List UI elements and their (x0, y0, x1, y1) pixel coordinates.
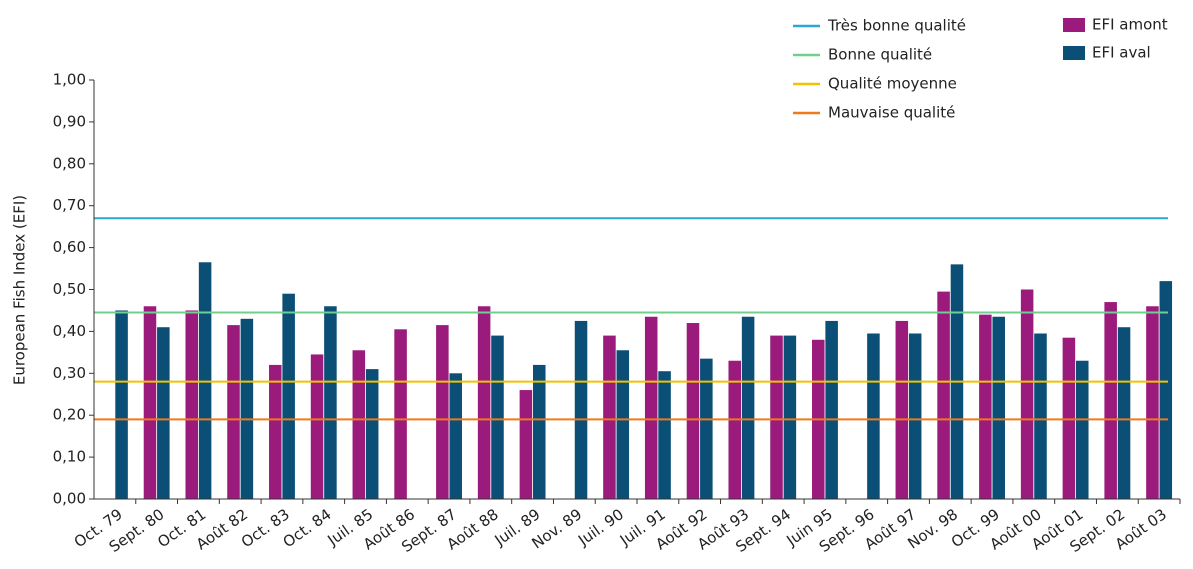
bar (477, 306, 491, 499)
bar (143, 306, 157, 499)
y-tick-label: 0,20 (53, 406, 86, 424)
y-tick-label: 0,10 (53, 448, 86, 466)
legend-label: Très bonne qualité (827, 17, 966, 35)
bar (770, 335, 783, 499)
bar (1075, 360, 1089, 499)
y-axis-label: European Fish Index (EFI) (11, 195, 29, 385)
bar (157, 327, 170, 499)
bar (185, 310, 199, 499)
legend-swatch (1063, 46, 1085, 60)
legend-label: EFI aval (1092, 44, 1151, 62)
bar (700, 358, 713, 499)
bar (115, 310, 128, 499)
legend-label: Mauvaise qualité (828, 104, 955, 122)
bar (686, 323, 700, 499)
legend-label: Bonne qualité (828, 46, 932, 64)
bar (908, 333, 922, 499)
y-tick-label: 0,50 (53, 280, 86, 298)
bar (1117, 327, 1131, 499)
bar (310, 354, 324, 499)
bar (240, 318, 254, 499)
y-tick-label: 0,80 (53, 154, 86, 172)
bar (1034, 333, 1047, 499)
bar (1159, 281, 1173, 499)
bar (324, 306, 337, 499)
bar (1146, 306, 1159, 499)
bar (269, 364, 282, 499)
bar (227, 325, 240, 499)
y-tick-label: 0,00 (53, 490, 86, 508)
bar (282, 293, 295, 499)
bar (449, 373, 462, 499)
bar (532, 364, 546, 499)
bar (491, 335, 504, 499)
bar (1062, 337, 1076, 499)
bar (574, 320, 588, 499)
bar (867, 333, 880, 499)
bar (352, 350, 366, 499)
bar (658, 371, 671, 499)
legend-label: Qualité moyenne (828, 75, 957, 93)
bar (783, 335, 797, 499)
legend-label: EFI amont (1092, 16, 1168, 34)
bar (1104, 302, 1117, 499)
x-tick-label: Juil. 90 (574, 505, 627, 550)
bar (728, 360, 742, 499)
legend-swatch (1063, 18, 1085, 32)
bar (436, 325, 449, 499)
y-tick-label: 1,00 (53, 71, 86, 89)
bar (979, 314, 992, 499)
bar (992, 316, 1005, 499)
bar (825, 320, 838, 499)
y-tick-label: 0,30 (53, 364, 86, 382)
bar (616, 350, 630, 499)
bar (603, 335, 616, 499)
bar (394, 329, 407, 499)
bar (895, 320, 909, 499)
y-tick-label: 0,90 (53, 112, 86, 130)
y-tick-label: 0,60 (53, 238, 86, 256)
x-tick-label: Oct. 84 (280, 505, 335, 551)
bar (937, 291, 950, 499)
bar (644, 316, 658, 499)
bar (741, 316, 755, 499)
bar (198, 262, 212, 499)
y-tick-label: 0,70 (53, 196, 86, 214)
bar (519, 390, 533, 499)
bar (365, 369, 379, 499)
bar (1020, 289, 1034, 499)
y-tick-label: 0,40 (53, 322, 86, 340)
